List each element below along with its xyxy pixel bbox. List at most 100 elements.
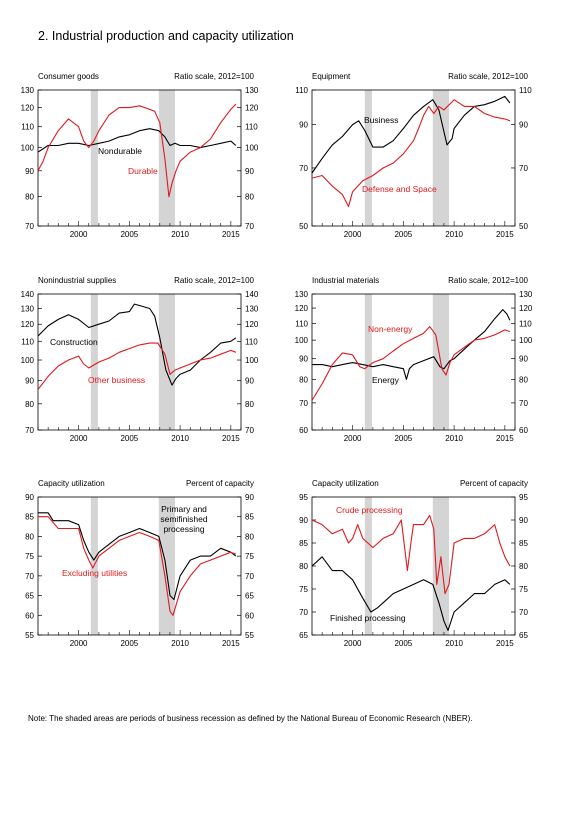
- series-annotation: Nondurable: [98, 146, 142, 156]
- x-tick-label: 2000: [70, 639, 88, 648]
- y-tick-label-right: 90: [245, 167, 254, 176]
- x-tick-label: 2015: [222, 434, 240, 443]
- y-tick-label-left: 95: [299, 493, 308, 502]
- y-tick-label-right: 65: [519, 631, 528, 640]
- chart-3: Nonindustrial supplies Ratio scale, 2012=…: [21, 276, 259, 443]
- x-tick-label: 2015: [222, 230, 240, 239]
- x-tick-label: 2000: [70, 230, 88, 239]
- y-tick-label-right: 55: [245, 631, 254, 640]
- y-tick-label-left: 110: [295, 86, 308, 95]
- y-tick-label-left: 70: [25, 426, 34, 435]
- series-line-0: [311, 514, 511, 595]
- series-line-0: [311, 95, 511, 174]
- y-tick-label-right: 100: [245, 356, 259, 365]
- x-tick-label: 2010: [445, 434, 463, 443]
- y-tick-label-left: 100: [295, 336, 309, 345]
- series-line-1: [37, 103, 237, 198]
- y-tick-label-left: 80: [25, 400, 34, 409]
- x-tick-label: 2000: [344, 434, 362, 443]
- chart-title: Equipment: [312, 72, 351, 81]
- y-tick-label-right: 70: [519, 164, 528, 173]
- y-tick-label-left: 100: [21, 144, 35, 153]
- y-tick-label-left: 100: [21, 356, 35, 365]
- y-tick-label-left: 75: [25, 552, 34, 561]
- y-tick-label-right: 95: [519, 493, 528, 502]
- chart-1: Consumer goods Ratio scale, 2012=100 70 70 8…: [21, 72, 259, 239]
- y-tick-label-left: 60: [25, 611, 34, 620]
- y-tick-label-left: 80: [299, 562, 308, 571]
- y-tick-label-right: 65: [245, 592, 254, 601]
- y-tick-label-right: 110: [245, 337, 258, 346]
- x-tick-label: 2010: [171, 639, 189, 648]
- y-tick-label-left: 120: [21, 104, 35, 113]
- x-tick-label: 2000: [70, 434, 88, 443]
- recession-band: [364, 90, 372, 226]
- y-tick-label-right: 80: [245, 193, 254, 202]
- x-tick-label: 2010: [171, 230, 189, 239]
- recession-band: [364, 497, 372, 635]
- y-tick-label-left: 70: [299, 608, 308, 617]
- y-tick-label-left: 70: [25, 572, 34, 581]
- series-annotation: Finished processing: [330, 613, 406, 623]
- units-label: Percent of capacity: [186, 479, 254, 488]
- y-tick-label-right: 60: [245, 611, 254, 620]
- series-line-1: [311, 326, 511, 401]
- y-tick-label-right: 110: [245, 123, 258, 132]
- series-annotation: Durable: [128, 166, 158, 176]
- x-tick-label: 2010: [445, 639, 463, 648]
- y-tick-label-right: 120: [245, 104, 259, 113]
- series-line-1: [38, 516, 237, 616]
- chart-title: Nonindustrial supplies: [38, 276, 116, 285]
- series-line-0: [37, 128, 237, 153]
- x-tick-label: 2015: [496, 230, 514, 239]
- chart-6: Capacity utilization Percent of capacity 6…: [299, 479, 528, 648]
- y-tick-label-right: 120: [245, 320, 259, 329]
- y-tick-label-right: 80: [245, 400, 254, 409]
- chart-title: Industrial materials: [312, 276, 379, 285]
- y-tick-label-right: 100: [519, 336, 533, 345]
- y-tick-label-right: 50: [519, 222, 528, 231]
- y-tick-label-right: 110: [519, 319, 532, 328]
- plot-frame: [311, 89, 516, 227]
- y-tick-label-right: 70: [245, 222, 254, 231]
- y-tick-label-left: 90: [25, 493, 34, 502]
- y-tick-label-right: 75: [519, 585, 528, 594]
- chart-2: Equipment Ratio scale, 2012=100 50 50 70 70 90…: [295, 72, 532, 239]
- y-tick-label-left: 130: [295, 290, 309, 299]
- x-tick-label: 2000: [344, 639, 362, 648]
- recession-band: [432, 90, 450, 226]
- y-tick-label-left: 70: [299, 164, 308, 173]
- recession-band: [158, 90, 176, 226]
- y-tick-label-right: 110: [519, 86, 532, 95]
- x-tick-label: 2015: [496, 639, 514, 648]
- units-label: Ratio scale, 2012=100: [448, 72, 528, 81]
- units-label: Ratio scale, 2012=100: [174, 72, 254, 81]
- series-annotation: Business: [364, 115, 399, 125]
- y-tick-label-left: 120: [21, 320, 35, 329]
- y-tick-label-left: 80: [25, 532, 34, 541]
- y-tick-label-right: 70: [519, 608, 528, 617]
- series-line-1: [311, 99, 511, 208]
- chart-title: Capacity utilization: [312, 479, 379, 488]
- y-tick-label-left: 90: [299, 516, 308, 525]
- y-tick-label-left: 90: [25, 167, 34, 176]
- chart-5: Capacity utilization Percent of capacity 5…: [25, 479, 254, 648]
- units-label: Ratio scale, 2012=100: [174, 276, 254, 285]
- y-tick-label-left: 120: [295, 304, 309, 313]
- y-tick-label-left: 110: [21, 123, 34, 132]
- y-tick-label-left: 80: [299, 375, 308, 384]
- y-tick-label-right: 90: [519, 121, 528, 130]
- recession-band: [90, 90, 98, 226]
- y-tick-label-right: 100: [245, 144, 259, 153]
- series-annotation: Crude processing: [336, 505, 403, 515]
- y-tick-label-right: 140: [245, 290, 259, 299]
- y-tick-label-left: 130: [21, 86, 35, 95]
- x-tick-label: 2005: [120, 230, 138, 239]
- y-tick-label-right: 90: [245, 377, 254, 386]
- y-tick-label-left: 110: [295, 319, 308, 328]
- y-tick-label-right: 80: [519, 375, 528, 384]
- plot-frame: [311, 293, 516, 431]
- y-tick-label-left: 60: [299, 426, 308, 435]
- x-tick-label: 2015: [496, 434, 514, 443]
- y-tick-label-right: 80: [519, 562, 528, 571]
